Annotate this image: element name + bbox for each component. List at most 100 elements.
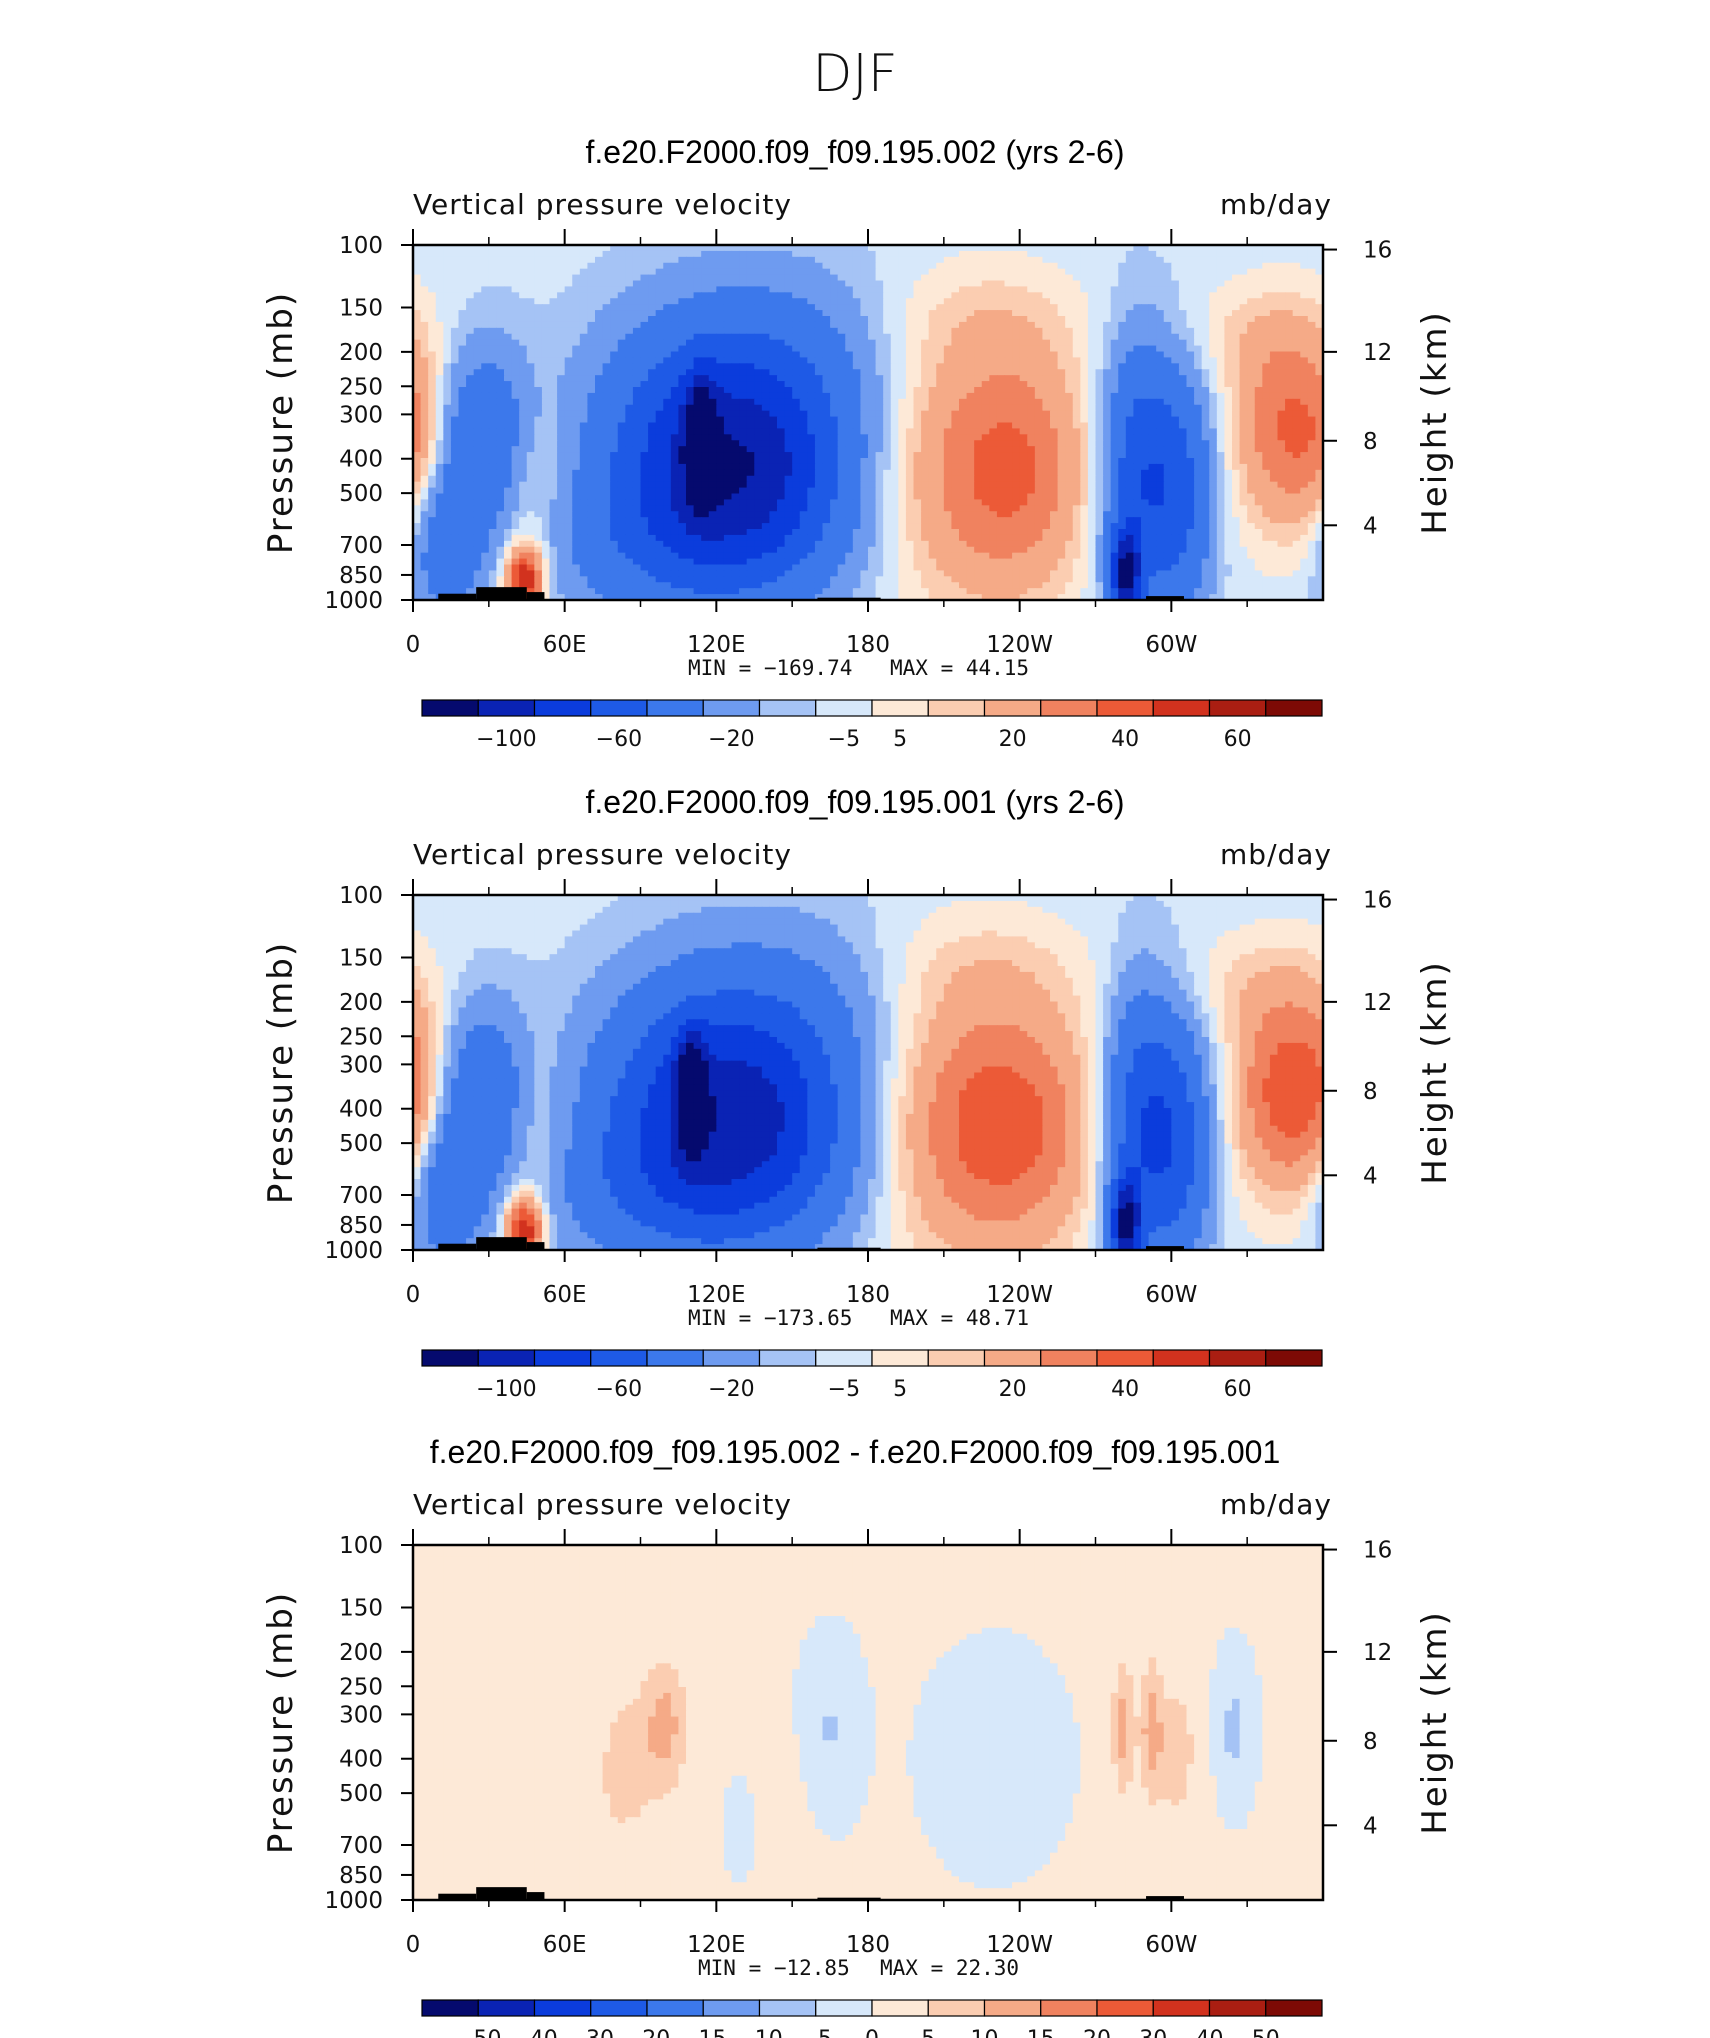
field-cell: [1163, 369, 1172, 376]
field-cell: [1125, 292, 1135, 299]
field-cell: [564, 286, 573, 293]
field-cell: [511, 434, 520, 441]
field-cell: [807, 245, 816, 252]
field-cell: [1300, 268, 1309, 276]
field-cell: [640, 481, 649, 489]
field-cell: [1095, 481, 1104, 489]
field-cell: [1019, 398, 1028, 406]
field-cell: [921, 463, 930, 471]
field-cell: [799, 310, 808, 317]
field-cell: [549, 381, 558, 388]
field-cell: [996, 434, 1006, 441]
field-cell: [799, 387, 808, 394]
field-cell: [1118, 304, 1127, 311]
field-cell: [564, 250, 573, 258]
field-cell: [1072, 333, 1081, 341]
field-cell: [731, 481, 740, 489]
field-cell: [875, 256, 884, 264]
field-cell: [564, 404, 573, 412]
field-cell: [1209, 339, 1218, 347]
field-cell: [837, 387, 846, 394]
field-cell: [648, 245, 657, 252]
field-cell: [1171, 256, 1180, 264]
field-cell: [1156, 304, 1165, 311]
field-cell: [504, 280, 513, 288]
field-cell: [670, 487, 680, 495]
field-cell: [1163, 475, 1172, 483]
field-cell: [822, 375, 831, 382]
field-cell: [496, 316, 505, 323]
field-cell: [966, 304, 975, 311]
field-cell: [428, 375, 437, 382]
field-cell: [511, 245, 520, 252]
field-cell: [1118, 369, 1127, 376]
field-cell: [579, 475, 589, 483]
field-cell: [1247, 481, 1256, 489]
field-cell: [541, 481, 551, 489]
field-cell: [792, 381, 801, 388]
field-cell: [898, 428, 907, 435]
field-cell: [959, 392, 968, 400]
field-cell: [814, 316, 824, 323]
field-cell: [890, 452, 899, 459]
field-cell: [610, 375, 619, 382]
field-cell: [1034, 481, 1044, 489]
field-cell: [1285, 321, 1294, 329]
field-cell: [1080, 428, 1089, 435]
field-cell: [936, 387, 945, 394]
field-cell: [435, 268, 444, 276]
field-cell: [875, 345, 884, 353]
field-cell: [1034, 404, 1044, 412]
field-cell: [1254, 245, 1263, 252]
field-cell: [663, 458, 672, 465]
field-cell: [693, 321, 702, 329]
field-cell: [1125, 310, 1135, 317]
field-cell: [1118, 452, 1127, 459]
field-cell: [723, 274, 733, 282]
field-cell: [769, 404, 778, 412]
field-cell: [435, 316, 444, 323]
field-cell: [511, 398, 520, 406]
field-cell: [1141, 250, 1150, 258]
field-cell: [1292, 404, 1301, 412]
field-cell: [488, 298, 498, 305]
field-cell: [807, 280, 816, 288]
field-cell: [632, 446, 642, 453]
field-cell: [845, 298, 854, 305]
field-cell: [1224, 333, 1233, 341]
field-cell: [670, 256, 680, 264]
field-cell: [511, 316, 520, 323]
field-cell: [830, 404, 839, 412]
field-cell: [1004, 286, 1013, 293]
field-cell: [1027, 458, 1036, 465]
field-cell: [1148, 250, 1157, 258]
field-cell: [807, 298, 816, 305]
field-cell: [761, 286, 771, 293]
field-cell: [996, 446, 1006, 453]
field-cell: [777, 327, 786, 335]
field-cell: [996, 327, 1006, 335]
field-cell: [1065, 339, 1074, 347]
field-cell: [1133, 375, 1142, 382]
field-cell: [1315, 250, 1324, 258]
field-cell: [1224, 404, 1233, 412]
field-cell: [1027, 398, 1036, 406]
field-cell: [959, 428, 968, 435]
field-cell: [1019, 321, 1028, 329]
field-cell: [807, 345, 816, 353]
field-cell: [1171, 363, 1180, 370]
field-cell: [913, 463, 922, 471]
field-cell: [731, 416, 740, 424]
field-cell: [693, 422, 702, 430]
field-cell: [1292, 286, 1301, 293]
field-cell: [1148, 440, 1157, 447]
field-cell: [837, 404, 846, 412]
field-cell: [898, 327, 907, 335]
field-cell: [943, 422, 953, 430]
field-cell: [663, 245, 672, 252]
field-cell: [799, 292, 808, 299]
field-cell: [708, 463, 717, 471]
field-cell: [1057, 363, 1066, 370]
field-cell: [1019, 286, 1028, 293]
field-cell: [1103, 434, 1112, 441]
